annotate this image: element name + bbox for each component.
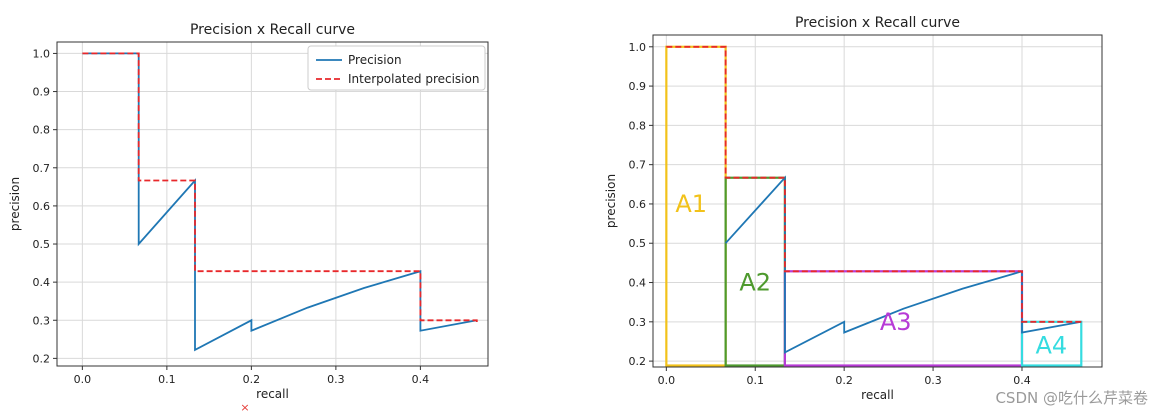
x-axis-label: recall — [256, 387, 289, 401]
y-tick-label: 0.5 — [33, 238, 51, 251]
y-tick-label: 0.2 — [33, 352, 51, 365]
area-label-a3: A3 — [880, 308, 912, 336]
legend-label-0: Precision — [348, 53, 402, 67]
chart-title: Precision x Recall curve — [795, 15, 960, 31]
series-line-precision — [82, 52, 477, 352]
y-axis-label: precision — [8, 177, 22, 231]
x-tick-label: 0.2 — [835, 374, 853, 387]
x-tick-label: 0.1 — [746, 374, 764, 387]
x-axis-label: recall — [861, 388, 894, 402]
series-line-interpolated — [666, 45, 1082, 323]
y-tick-label: 0.5 — [629, 237, 647, 250]
x-tick-label: 0.4 — [412, 373, 430, 386]
area-label-a1: A1 — [675, 190, 707, 218]
legend-box — [307, 45, 486, 91]
y-tick-label: 0.8 — [33, 124, 51, 137]
x-tick-label: 0.3 — [327, 373, 345, 386]
y-tick-label: 0.3 — [33, 314, 51, 327]
chart-right: A1 A2 A3 A4 0.0 0.1 0.2 0.3 0.4 0.2 0.3 0.4 0.5 0.6 0.… — [604, 15, 1103, 402]
y-tick-label: 0.3 — [629, 316, 647, 329]
chart-title: Precision x Recall curve — [190, 22, 355, 38]
axes-frame — [652, 34, 1103, 368]
series-line-interpolated — [82, 52, 478, 325]
y-tick-label: 0.8 — [629, 119, 647, 132]
y-tick-label: 0.4 — [629, 277, 647, 290]
plot-area — [653, 35, 1102, 367]
area-label-a4: A4 — [1035, 331, 1067, 359]
y-tick-label: 0.2 — [629, 355, 647, 368]
x-tick-label: 0.0 — [74, 373, 92, 386]
y-axis-label: precision — [604, 174, 618, 228]
y-tick-label: 0.7 — [33, 162, 51, 175]
y-tick-label: 0.7 — [629, 159, 647, 172]
legend-label-1: Interpolated precision — [348, 72, 479, 86]
x-tick-label: 0.0 — [658, 374, 676, 387]
y-tick-label: 0.6 — [629, 198, 647, 211]
x-tick-label: 0.1 — [158, 373, 176, 386]
y-tick-label: 0.6 — [33, 200, 51, 213]
watermark-text: CSDN @吃什么芹菜卷 — [995, 389, 1148, 407]
chart-left: 0.0 0.1 0.2 0.3 0.4 0.2 0.3 0.4 0.5 0.6 0.7 0.8 0.9 1… — [8, 22, 489, 414]
x-tick-label: 0.4 — [1013, 374, 1031, 387]
x-tick-label: 0.2 — [243, 373, 261, 386]
cross-mark: × — [240, 401, 249, 414]
y-tick-label: 1.0 — [629, 41, 647, 54]
y-tick-label: 0.9 — [33, 86, 51, 99]
axes-frame — [56, 41, 489, 367]
y-tick-label: 0.9 — [629, 80, 647, 93]
plot-area — [57, 42, 488, 366]
x-tick-label: 0.3 — [924, 374, 942, 387]
y-tick-label: 0.4 — [33, 276, 51, 289]
area-label-a2: A2 — [739, 269, 771, 297]
y-tick-label: 1.0 — [33, 47, 51, 60]
